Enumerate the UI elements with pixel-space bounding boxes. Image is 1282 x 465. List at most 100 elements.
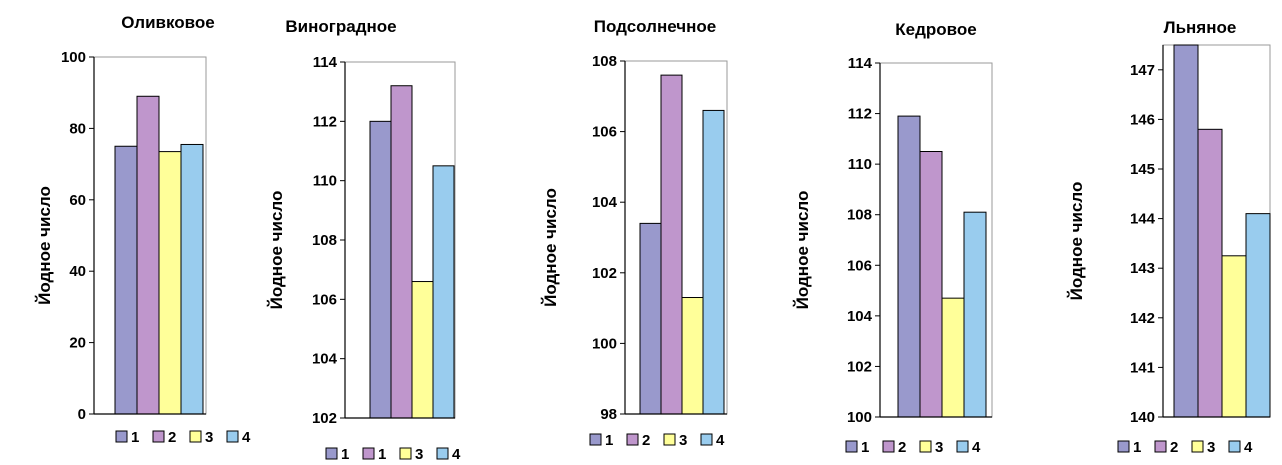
y-tick-label: 144 [1130, 211, 1156, 228]
legend-label-2: 2 [168, 429, 176, 446]
y-tick-label: 102 [847, 358, 872, 375]
y-tick-label: 100 [592, 335, 617, 352]
bar-2 [136, 95, 160, 415]
legend-swatch-3 [663, 433, 676, 446]
bar-3 [941, 297, 965, 418]
legend-label-3: 3 [205, 429, 213, 446]
y-axis-label: Йодное число [267, 191, 286, 310]
legend-label-2: 2 [1170, 439, 1178, 456]
legend-label-1: 1 [131, 429, 139, 446]
y-tick-label: 147 [1130, 62, 1155, 79]
bar-3 [158, 151, 182, 415]
legend: 1 2 3 4 [589, 432, 725, 449]
legend: 1 2 3 4 [115, 429, 251, 446]
bar-1 [897, 115, 921, 418]
y-tick-label: 80 [69, 120, 86, 137]
y-tick-label: 108 [592, 53, 617, 70]
legend-label-3: 3 [935, 439, 943, 456]
y-tick-label: 102 [312, 410, 337, 427]
y-tick-label: 112 [313, 113, 337, 130]
y-tick-label: 110 [848, 156, 872, 173]
chart-title: Виноградное [285, 17, 396, 36]
y-tick-label: 40 [69, 263, 86, 280]
y-tick-label: 142 [1130, 310, 1155, 327]
bar-3 [1221, 255, 1247, 418]
legend: 1 2 3 4 [845, 439, 981, 456]
legend-label-4: 4 [452, 446, 461, 463]
legend-swatch-1 [589, 433, 602, 446]
bar-3 [681, 297, 704, 415]
bar-4 [180, 143, 204, 415]
y-tick-label: 104 [847, 308, 873, 325]
bar-1 [114, 145, 138, 415]
bar-3 [411, 281, 434, 419]
legend-label-2: 2 [642, 432, 650, 449]
chart-3: 98 100 102 104 106 108 Подсолнечное Йодное числ… [541, 17, 728, 449]
y-tick-label: 141 [1130, 359, 1155, 376]
bar-1 [639, 222, 662, 415]
legend-label-4: 4 [716, 432, 725, 449]
chart-title: Оливковое [121, 13, 214, 32]
y-tick-label: 98 [600, 406, 617, 423]
y-tick-label: 110 [313, 173, 337, 190]
y-tick-label: 108 [847, 207, 872, 224]
legend-swatch-2 [362, 447, 375, 460]
legend-swatch-3 [1191, 440, 1204, 453]
chart-1: 0 20 40 60 80 100 Оливковое Йодное число 1 2 3 4 [35, 13, 251, 446]
legend-label-3: 3 [415, 446, 423, 463]
legend: 1 2 3 4 [1117, 439, 1253, 456]
legend-label-1: 1 [341, 446, 349, 463]
y-tick-label: 20 [69, 335, 86, 352]
legend-swatch-3 [399, 447, 412, 460]
legend-swatch-4 [956, 440, 969, 453]
y-tick-label: 104 [592, 194, 618, 211]
y-tick-label: 100 [61, 49, 86, 66]
chart-4: 100 102 104 106 108 110 112 114 Кедровое Йодное ч… [793, 20, 993, 456]
bar-4 [432, 165, 455, 419]
legend-label-1: 1 [861, 439, 869, 456]
legend-label-4: 4 [242, 429, 251, 446]
legend-label-4: 4 [1244, 439, 1253, 456]
y-axis-label: Йодное число [35, 186, 54, 305]
legend-label-2: 2 [898, 439, 906, 456]
legend-swatch-3 [919, 440, 932, 453]
y-tick-label: 106 [847, 257, 872, 274]
y-tick-label: 0 [78, 406, 86, 423]
legend-swatch-4 [1228, 440, 1241, 453]
y-tick-label: 146 [1130, 111, 1155, 128]
y-tick-label: 112 [848, 106, 872, 123]
y-tick-label: 102 [592, 265, 617, 282]
y-tick-label: 114 [848, 55, 873, 72]
legend-label-4: 4 [972, 439, 981, 456]
legend-label-2: 1 [378, 446, 386, 463]
y-tick-label: 143 [1130, 260, 1155, 277]
bar-1 [1173, 44, 1199, 418]
y-axis-label: Йодное число [1067, 182, 1086, 301]
legend: 1 1 3 4 [325, 446, 461, 463]
y-tick-label: 104 [312, 351, 338, 368]
bar-2 [390, 85, 413, 419]
chart-title: Кедровое [895, 20, 976, 39]
chart-title: Подсолнечное [594, 17, 716, 36]
y-tick-label: 140 [1130, 409, 1155, 426]
legend-swatch-3 [189, 430, 202, 443]
bar-2 [1197, 128, 1223, 418]
legend-swatch-1 [325, 447, 338, 460]
y-tick-label: 100 [847, 409, 872, 426]
legend-label-1: 1 [605, 432, 613, 449]
y-tick-label: 108 [312, 232, 337, 249]
y-tick-label: 106 [592, 124, 617, 141]
chart-title: Льняное [1164, 18, 1237, 37]
y-tick-label: 114 [313, 54, 338, 71]
bar-4 [702, 109, 725, 415]
bar-2 [660, 74, 683, 415]
legend-swatch-2 [882, 440, 895, 453]
bar-2 [919, 151, 943, 418]
y-axis-label: Йодное число [541, 188, 560, 307]
legend-swatch-4 [226, 430, 239, 443]
legend-swatch-2 [1154, 440, 1167, 453]
